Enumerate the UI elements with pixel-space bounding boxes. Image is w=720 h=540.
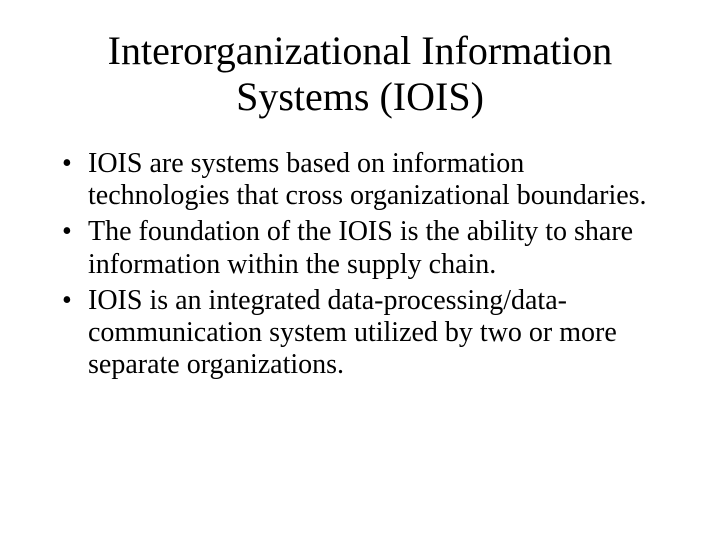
bullet-item: IOIS are systems based on information te… xyxy=(60,148,670,212)
slide-title: Interorganizational Information Systems … xyxy=(50,28,670,120)
bullet-list: IOIS are systems based on information te… xyxy=(50,148,670,381)
bullet-item: The foundation of the IOIS is the abilit… xyxy=(60,216,670,280)
bullet-item: IOIS is an integrated data-processing/da… xyxy=(60,285,670,382)
